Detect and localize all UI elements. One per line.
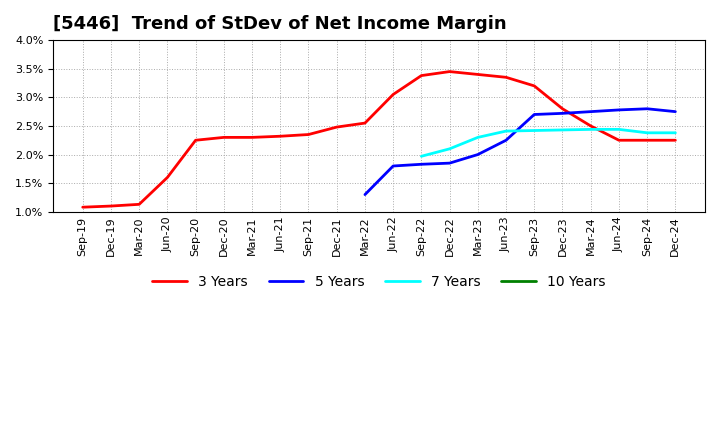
7 Years [417, 154, 426, 159]
3 Years [671, 138, 680, 143]
Line: 5 Years: 5 Years [365, 109, 675, 194]
3 Years [107, 203, 115, 209]
5 Years [530, 112, 539, 117]
5 Years [671, 109, 680, 114]
Line: 3 Years: 3 Years [83, 72, 675, 207]
3 Years [163, 175, 171, 180]
3 Years [530, 83, 539, 88]
7 Years [530, 128, 539, 133]
3 Years [333, 125, 341, 130]
5 Years [502, 138, 510, 143]
5 Years [558, 111, 567, 116]
3 Years [276, 134, 284, 139]
3 Years [248, 135, 256, 140]
3 Years [304, 132, 312, 137]
5 Years [361, 192, 369, 197]
3 Years [474, 72, 482, 77]
3 Years [615, 138, 624, 143]
3 Years [417, 73, 426, 78]
3 Years [558, 106, 567, 111]
Legend: 3 Years, 5 Years, 7 Years, 10 Years: 3 Years, 5 Years, 7 Years, 10 Years [147, 269, 611, 294]
3 Years [135, 202, 143, 207]
7 Years [445, 146, 454, 151]
3 Years [361, 121, 369, 126]
5 Years [417, 161, 426, 167]
3 Years [502, 75, 510, 80]
Line: 7 Years: 7 Years [421, 129, 675, 156]
7 Years [502, 128, 510, 134]
7 Years [474, 135, 482, 140]
3 Years [643, 138, 652, 143]
7 Years [586, 127, 595, 132]
5 Years [389, 163, 397, 169]
Text: [5446]  Trend of StDev of Net Income Margin: [5446] Trend of StDev of Net Income Marg… [53, 15, 507, 33]
3 Years [220, 135, 228, 140]
3 Years [192, 138, 200, 143]
3 Years [389, 92, 397, 97]
5 Years [586, 109, 595, 114]
5 Years [474, 152, 482, 157]
3 Years [586, 123, 595, 128]
7 Years [558, 127, 567, 132]
5 Years [445, 161, 454, 166]
7 Years [643, 130, 652, 136]
7 Years [671, 130, 680, 136]
5 Years [615, 107, 624, 113]
7 Years [615, 127, 624, 132]
3 Years [445, 69, 454, 74]
5 Years [643, 106, 652, 111]
3 Years [78, 205, 87, 210]
